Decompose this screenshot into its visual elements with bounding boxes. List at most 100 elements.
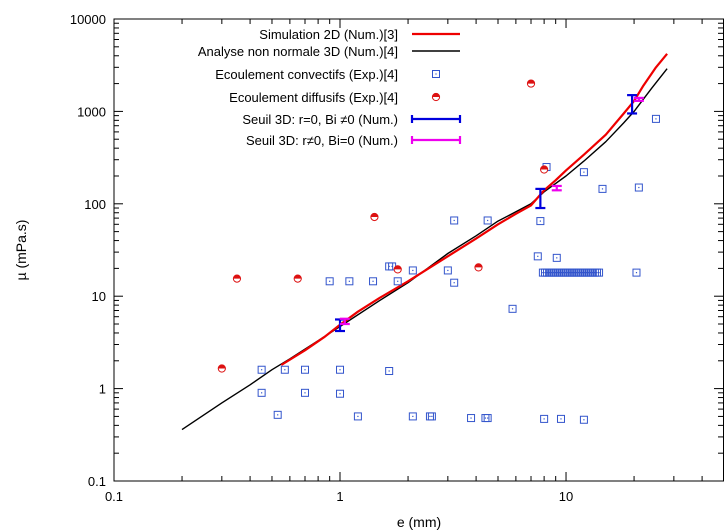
convectif-point (353, 412, 362, 421)
series-3 (217, 79, 549, 373)
convectif-point-dot (429, 415, 431, 418)
convectif-point-dot (575, 272, 577, 274)
convectif-point (257, 365, 266, 374)
x-tick-label: 10 (559, 489, 573, 504)
convectif-point-dot (546, 272, 548, 274)
convectif-point-dot (601, 188, 604, 190)
convectif-point (336, 365, 345, 374)
convectif-point (595, 268, 604, 277)
diffusif-point-fill (474, 263, 483, 268)
diffusif-point-fill (233, 275, 241, 279)
convectif-point-dot (453, 282, 455, 284)
convectif-point-dot (594, 272, 596, 274)
convectif-point-dot (487, 417, 489, 419)
diffusif-point-fill (394, 265, 402, 270)
legend-analyse-3d-label: Analyse non normale 3D (Num.)[4] (198, 44, 398, 59)
convectif-point-dot (304, 369, 306, 371)
legend-simulation-2d-label: Simulation 2D (Num.)[3] (259, 27, 398, 42)
convectif-point (385, 367, 394, 376)
convectif-point-dot (537, 255, 539, 257)
convectif-point-dot (372, 280, 374, 282)
convectif-point (369, 277, 378, 286)
x-axis-label: e (mm) (397, 514, 441, 530)
y-tick-label: 1000 (77, 104, 106, 119)
diffusif-point-fill (527, 79, 535, 84)
legend: Simulation 2D (Num.)[3] Analyse non norma… (198, 27, 462, 148)
convectif-point-dot (585, 272, 588, 274)
convectif-point-dot (397, 280, 399, 282)
convectif-point-dot (635, 272, 638, 274)
convectif-point-dot (544, 272, 546, 274)
convectif-point-dot (261, 392, 263, 394)
diffusif-point-fill (218, 364, 226, 369)
convectif-point (257, 388, 266, 397)
y-tick-label: 100 (84, 197, 106, 212)
convectif-point-dot (596, 272, 598, 274)
convectif-point-dot (470, 417, 472, 419)
y-tick-label: 10000 (70, 12, 106, 27)
convectif-point (598, 184, 607, 193)
convectif-point-dot (583, 419, 585, 421)
convectif-point-dot (388, 370, 390, 372)
convectif-point-dot (548, 272, 550, 274)
convectif-point-dot (543, 418, 545, 420)
convectif-point-dot (447, 269, 449, 272)
diffusif-point-fill (370, 213, 379, 217)
convectif-point-dot (579, 272, 581, 274)
y-tick-label: 1 (99, 382, 106, 397)
convectif-point-dot (560, 418, 562, 420)
legend-convectif-swatch-dot (435, 73, 437, 75)
convectif-point-dot (569, 272, 571, 274)
convectif-point (427, 412, 436, 421)
convectif-point-dot (567, 272, 569, 274)
convectif-point-dot (339, 369, 341, 371)
convectif-point-dot (304, 392, 306, 394)
convectif-point (632, 268, 641, 277)
x-tick-label: 0.1 (105, 489, 123, 504)
convectif-point-dot (565, 272, 567, 274)
convectif-point-dot (552, 272, 554, 274)
convectif-point (301, 388, 310, 397)
convectif-point (280, 365, 289, 374)
convectif-point (634, 183, 643, 192)
convectif-point (450, 278, 459, 287)
convectif-point-dot (592, 272, 594, 274)
convectif-point-dot (391, 265, 393, 268)
convectif-point-dot (431, 415, 433, 418)
convectif-point (533, 252, 542, 261)
convectif-point-dot (487, 219, 489, 222)
convectif-point (325, 277, 334, 286)
convectif-point-dot (412, 415, 414, 418)
convectif-point (408, 412, 417, 421)
axis-ticks (113, 18, 724, 482)
convectif-point-dot (261, 369, 263, 371)
convectif-point-dot (554, 272, 556, 274)
convectif-point (336, 389, 345, 398)
convectif-point (579, 168, 588, 177)
convectif-point-dot (588, 272, 590, 274)
convectif-point-dot (581, 272, 584, 274)
legend-convectif-label: Ecoulement convectifs (Exp.)[4] (215, 67, 398, 82)
convectif-point-dot (556, 257, 558, 259)
convectif-point (443, 266, 452, 275)
plot-marks (181, 53, 668, 431)
convectif-point-dot (590, 272, 592, 274)
convectif-point-dot (539, 220, 541, 222)
legend-convectif-swatch (432, 70, 440, 78)
convectif-point-dot (357, 415, 359, 418)
convectif-point-dot (556, 272, 559, 274)
convectif-point (301, 365, 310, 374)
convectif-point-dot (542, 272, 544, 274)
convectif-point-dot (558, 272, 561, 274)
x-tick-label: 1 (336, 489, 343, 504)
convectif-point (552, 253, 561, 262)
tick-labels: 0.1 1 10 0.1 1 10 100 1000 10000 (70, 12, 573, 504)
y-axis-label: µ (mPa.s) (13, 220, 29, 281)
convectif-point-dot (277, 414, 279, 416)
convectif-point-dot (583, 272, 586, 274)
convectif-point (556, 414, 565, 423)
convectif-point-dot (577, 272, 579, 274)
convectif-point-dot (412, 269, 414, 272)
